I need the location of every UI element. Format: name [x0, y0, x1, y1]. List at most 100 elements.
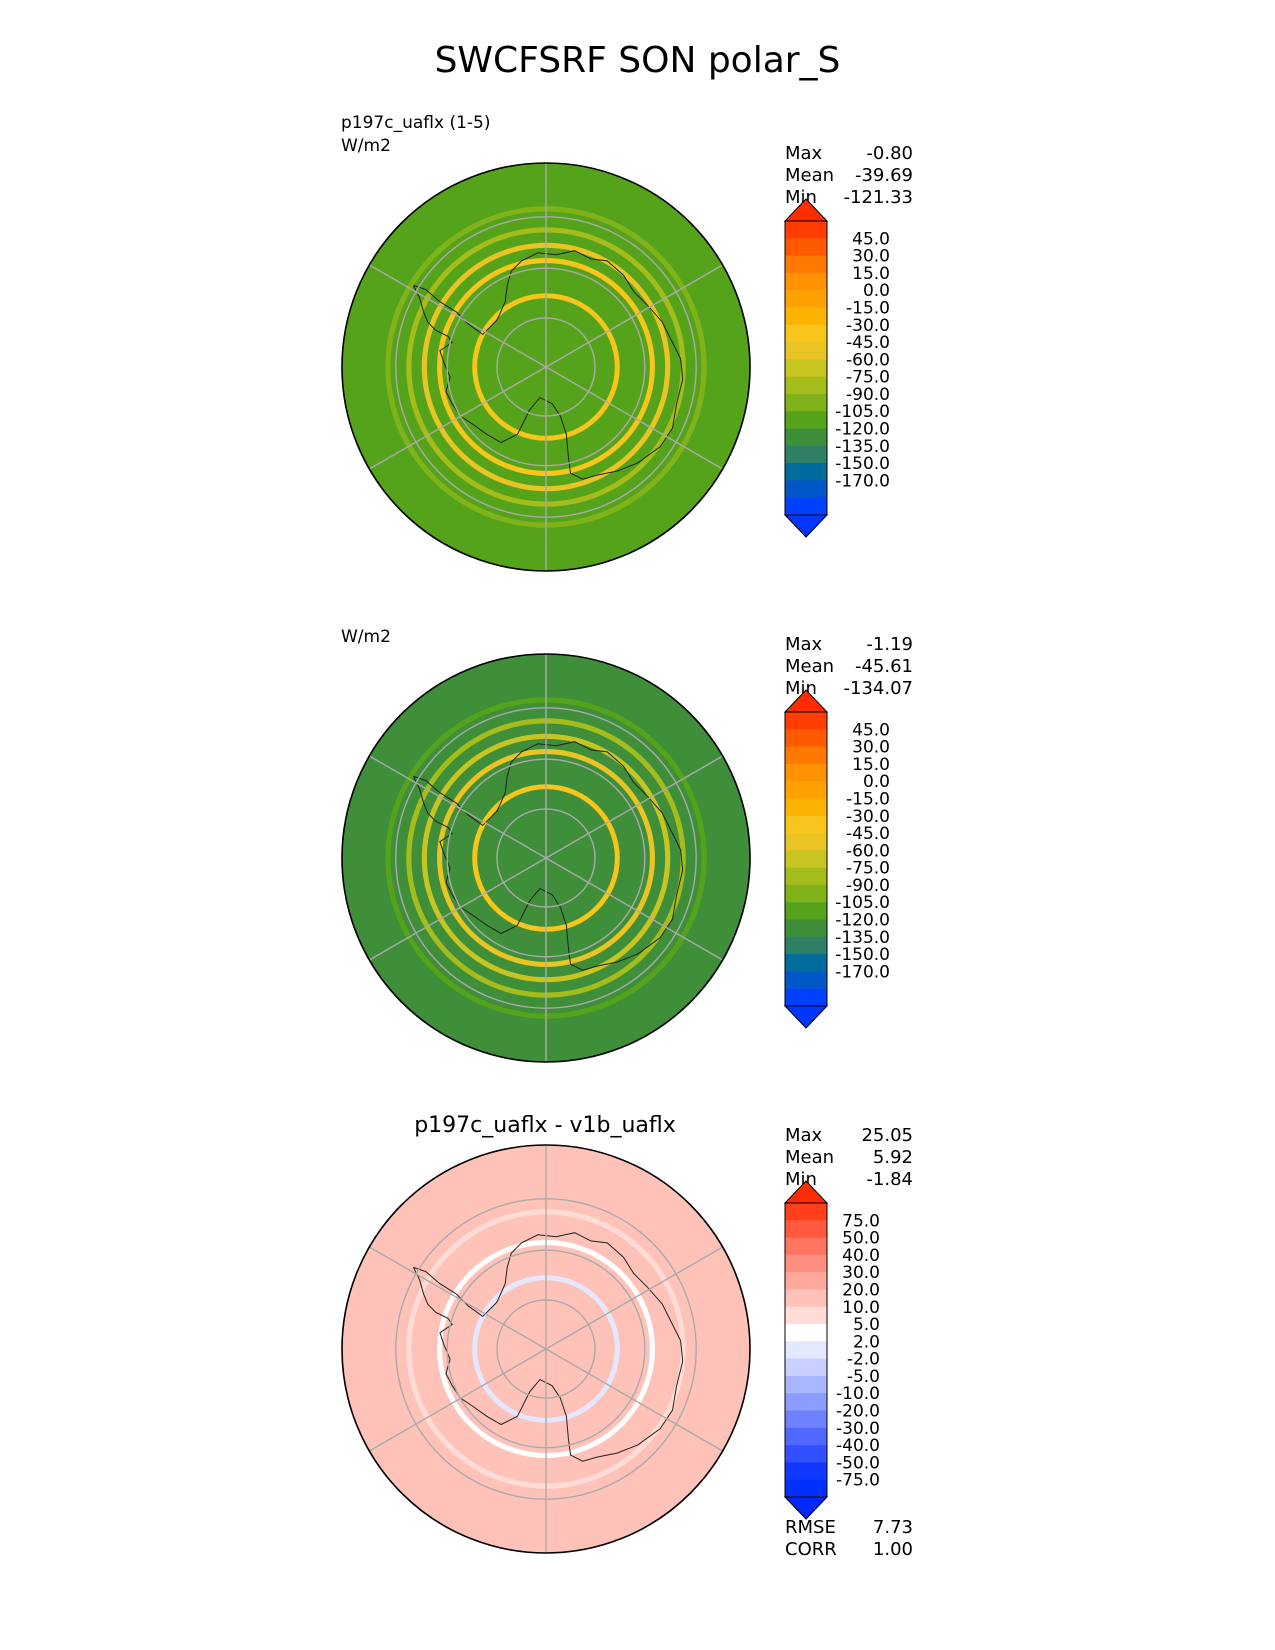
map-field: [342, 163, 750, 571]
panel2-units: W/m2: [341, 627, 391, 647]
panel1-name: p197c_uaflx (1-5): [341, 113, 491, 133]
colorbar-tick-label: -40.0: [836, 1436, 880, 1456]
colorbar-tick-label: -135.0: [835, 437, 890, 457]
colorbar-frame: [784, 220, 828, 516]
colorbar-swatch: [785, 445, 827, 464]
colorbar-swatch: [785, 1289, 827, 1308]
colorbar-swatch: [785, 221, 827, 239]
stat-corr: CORR 1.00: [785, 1539, 913, 1560]
colorbar-swatch: [785, 936, 827, 955]
colorbar-tick-label: 2.0: [853, 1332, 880, 1352]
colorbar-tick-label: -90.0: [846, 876, 890, 896]
colorbar-extend-top: [783, 689, 829, 713]
colorbar-swatch: [785, 1254, 827, 1273]
antarctica-coastline: [412, 1232, 684, 1462]
colorbar-swatch: [785, 746, 827, 765]
colorbar-swatch: [785, 815, 827, 834]
colorbar-tick-label: -60.0: [846, 841, 890, 861]
colorbar-swatch: [785, 376, 827, 395]
colorbar-swatch: [785, 1203, 827, 1221]
figure-title: SWCFSRF SON polar_S: [434, 40, 841, 81]
colorbar-tick-label: -75.0: [846, 368, 890, 388]
meridian-line: [545, 755, 724, 859]
colorbar-swatch: [785, 1341, 827, 1360]
map-boundary: [341, 162, 751, 572]
colorbar-tick-label: -15.0: [846, 298, 890, 318]
colorbar-swatch: [785, 359, 827, 378]
panel1-units: W/m2: [341, 136, 391, 156]
colorbar-swatch: [785, 463, 827, 481]
colorbar-swatch: [785, 1462, 827, 1481]
stat-max: Max 25.05: [785, 1125, 913, 1146]
colorbar-tick-label: 5.0: [853, 1315, 880, 1335]
colorbar-swatch: [785, 1393, 827, 1412]
antarctica-coastline: [412, 741, 684, 971]
colorbar-tick-label: -10.0: [836, 1384, 880, 1404]
colorbar-tick-label: -120.0: [835, 420, 890, 440]
meridian-line: [545, 1348, 724, 1452]
colorbar-tick-label: -150.0: [835, 945, 890, 965]
colorbar-tick-label: 20.0: [842, 1280, 880, 1300]
colorbar-swatch: [785, 1358, 827, 1377]
colorbar-extend-top: [783, 1180, 829, 1204]
colorbar-swatch: [785, 850, 827, 869]
colorbar-tick-label: -120.0: [835, 911, 890, 931]
colorbar-swatch: [785, 781, 827, 799]
stat-rmse: RMSE 7.73: [785, 1517, 913, 1538]
colorbar-tick-label: -75.0: [846, 859, 890, 879]
colorbar-3: 75.050.040.030.020.010.05.02.0-2.0-5.0-1…: [783, 1180, 880, 1520]
meridian-line: [368, 1246, 547, 1350]
colorbar-extend-bottom: [783, 1005, 829, 1029]
map-panel-1: [341, 162, 751, 572]
colorbar-tick-label: 30.0: [852, 247, 890, 267]
colorbar-1: 45.030.015.00.0-15.0-30.0-45.0-60.0-75.0…: [783, 198, 890, 538]
stat-mean: Mean -39.69: [785, 165, 913, 186]
colorbar-swatch: [785, 798, 827, 817]
meridian-line: [368, 366, 547, 470]
colorbar-swatch: [785, 272, 827, 291]
meridian-line: [368, 857, 547, 961]
colorbar-swatch: [785, 833, 827, 851]
colorbar-tick-label: -2.0: [847, 1350, 880, 1370]
colorbar-swatch: [785, 763, 827, 782]
colorbar-swatch: [785, 342, 827, 360]
colorbar-swatch: [785, 480, 827, 499]
meridian-line: [545, 857, 724, 961]
colorbar-swatch: [785, 428, 827, 447]
colorbar-tick-label: -170.0: [835, 962, 890, 982]
colorbar-swatch: [785, 1272, 827, 1290]
colorbar-swatch: [785, 324, 827, 343]
colorbar-swatch: [785, 393, 827, 412]
colorbar-tick-label: 0.0: [863, 772, 890, 792]
meridian-line: [368, 755, 547, 859]
colorbar-swatch: [785, 1237, 827, 1256]
colorbar-tick-label: 45.0: [852, 229, 890, 249]
colorbar-tick-label: -105.0: [835, 893, 890, 913]
meridian-line: [545, 366, 724, 470]
colorbar-tick-label: -20.0: [836, 1402, 880, 1422]
colorbar-swatch: [785, 1427, 827, 1446]
colorbar-tick-label: -90.0: [846, 385, 890, 405]
meridian-line: [368, 1348, 547, 1452]
stat-mean: Mean 5.92: [785, 1147, 913, 1168]
stat-max: Max -1.19: [785, 634, 913, 655]
colorbar-tick-label: -50.0: [836, 1453, 880, 1473]
colorbar-swatch: [785, 1445, 827, 1463]
stat-max: Max -0.80: [785, 143, 913, 164]
colorbar-2: 45.030.015.00.0-15.0-30.0-45.0-60.0-75.0…: [783, 689, 890, 1029]
panel3-title: p197c_uaflx - v1b_uaflx: [414, 1113, 676, 1138]
colorbar-tick-label: 40.0: [842, 1246, 880, 1266]
colorbar-tick-label: -15.0: [846, 789, 890, 809]
map-boundary: [341, 1144, 751, 1554]
colorbar-tick-label: 15.0: [852, 264, 890, 284]
map-boundary: [341, 653, 751, 1063]
colorbar-tick-label: 10.0: [842, 1298, 880, 1318]
stat-mean: Mean -45.61: [785, 656, 913, 677]
colorbar-tick-label: -75.0: [836, 1471, 880, 1491]
colorbar-swatch: [785, 884, 827, 903]
colorbar-tick-label: -170.0: [835, 471, 890, 491]
colorbar-frame: [784, 1202, 828, 1498]
colorbar-frame: [784, 711, 828, 1007]
colorbar-swatch: [785, 411, 827, 430]
